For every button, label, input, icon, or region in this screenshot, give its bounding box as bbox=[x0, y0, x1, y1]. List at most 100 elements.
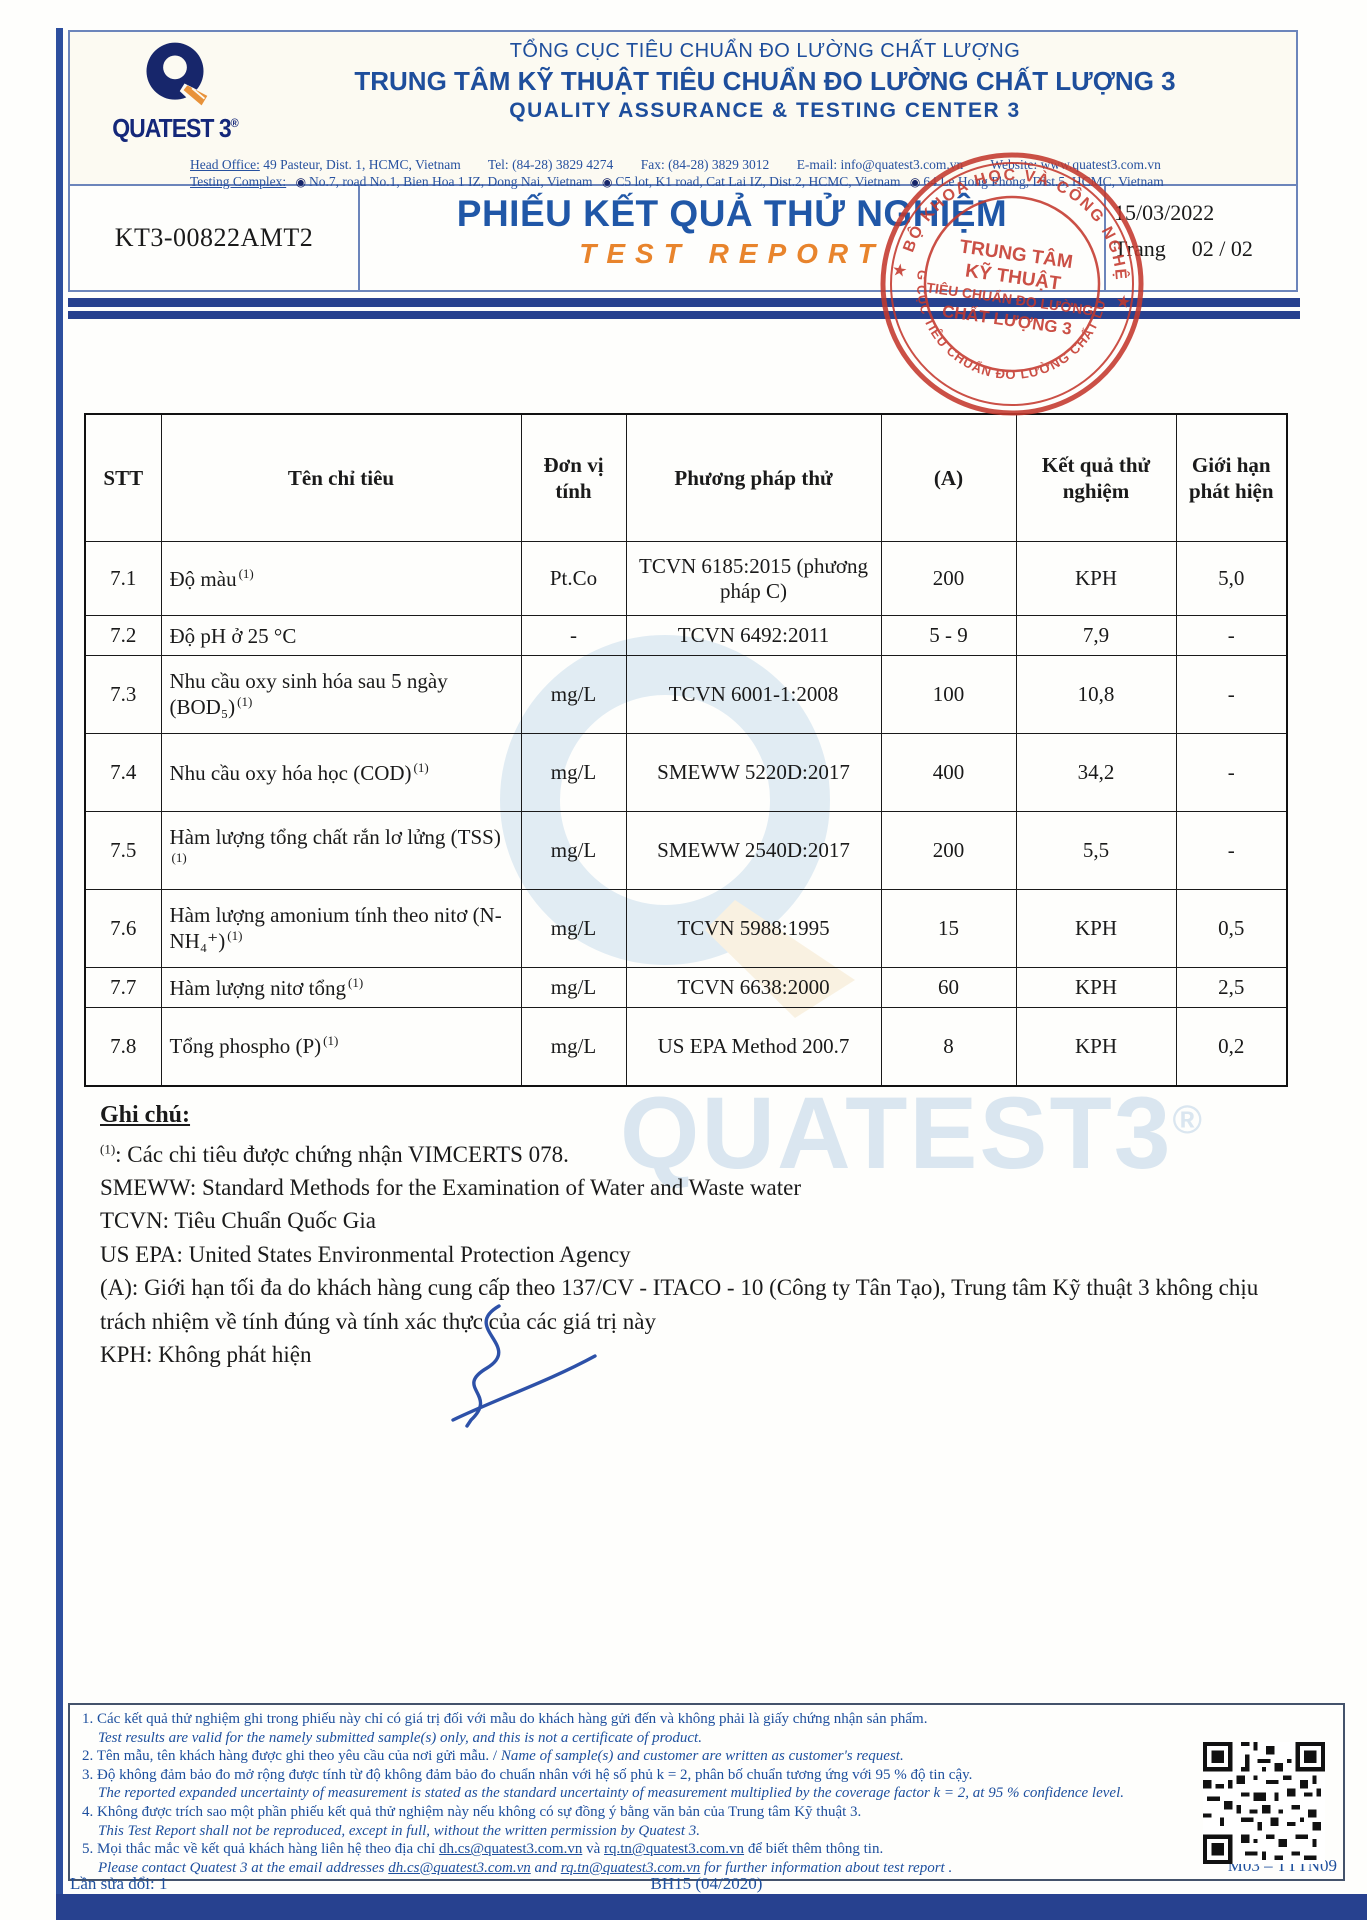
cell-stt: 7.7 bbox=[84, 967, 162, 1008]
head-office-label: Head Office: bbox=[190, 157, 260, 172]
notes-section: Ghi chú: (1): Các chi tiêu được chứng nh… bbox=[100, 1098, 1290, 1371]
note-line: SMEWW: Standard Methods for the Examinat… bbox=[100, 1175, 802, 1201]
cell-lod: - bbox=[1175, 615, 1288, 656]
cell-parameter: Hàm lượng nitơ tổng (1) bbox=[160, 967, 522, 1008]
cell-limit-a: 200 bbox=[880, 811, 1017, 890]
table-row: 7.5 Hàm lượng tổng chất rắn lơ lửng (TSS… bbox=[84, 811, 1288, 890]
testing-complex-label: Testing Complex: bbox=[190, 173, 287, 189]
email: E-mail: info@quatest3.com.vn bbox=[796, 157, 964, 172]
email-link[interactable]: dh.cs@quatest3.com.vn bbox=[388, 1859, 531, 1876]
cell-stt: 7.1 bbox=[84, 541, 162, 616]
table-header-row: STT Tên chỉ tiêu Đơn vị tính Phương pháp… bbox=[84, 413, 1288, 542]
cell-lod: - bbox=[1175, 655, 1288, 734]
cell-result: 34,2 bbox=[1015, 733, 1177, 812]
center-name-en: QUALITY ASSURANCE & TESTING CENTER 3 bbox=[509, 99, 1021, 122]
report-title-vi: PHIẾU KẾT QUẢ THỬ NGHIỆM bbox=[456, 193, 1008, 234]
cell-limit-a: 60 bbox=[880, 967, 1017, 1008]
table-row: 7.4 Nhu cầu oxy hóa học (COD) (1) mg/L SM… bbox=[84, 733, 1288, 812]
cell-parameter: Hàm lượng tổng chất rắn lơ lửng (TSS)(1) bbox=[160, 811, 522, 890]
form-code: BH15 (04/2020) bbox=[650, 1874, 763, 1893]
cell-unit: mg/L bbox=[520, 655, 627, 734]
cell-method: TCVN 6185:2015 (phương pháp C) bbox=[625, 541, 882, 616]
cell-unit: Pt.Co bbox=[520, 541, 627, 616]
cell-method: TCVN 6001-1:2008 bbox=[625, 655, 882, 734]
cell-result: KPH bbox=[1015, 889, 1177, 968]
cell-unit: mg/L bbox=[520, 733, 627, 812]
table-row: 7.1 Độ màu (1) Pt.Co TCVN 6185:2015 (phươ… bbox=[84, 541, 1288, 616]
cell-unit: mg/L bbox=[520, 1007, 627, 1086]
scan-left-edge bbox=[56, 28, 63, 1920]
cell-lod: - bbox=[1175, 733, 1288, 812]
tel: Tel: (84-28) 3829 4274 bbox=[487, 157, 614, 172]
cell-result: 5,5 bbox=[1015, 811, 1177, 890]
quatest3-logo-text: QUATEST 3® bbox=[112, 113, 239, 143]
handwritten-mark bbox=[451, 1304, 597, 1428]
table-row: 7.3 Nhu cầu oxy sinh hóa sau 5 ngày (BOD… bbox=[84, 655, 1288, 734]
table-row: 7.2 Độ pH ở 25 °C - TCVN 6492:2011 5 - 9… bbox=[84, 615, 1288, 656]
quatest3-logo-icon bbox=[146, 42, 210, 111]
cell-result: 7,9 bbox=[1015, 615, 1177, 656]
footer-item-3-vi: 3. Độ không đảm bảo đo mở rộng được tính… bbox=[82, 1766, 973, 1783]
cell-limit-a: 8 bbox=[880, 1007, 1017, 1086]
divider-bar bbox=[68, 311, 1300, 319]
cell-method: TCVN 6638:2000 bbox=[625, 967, 882, 1008]
footer-item-4-vi: 4. Không được trích sao một phần phiếu k… bbox=[82, 1803, 862, 1820]
cell-stt: 7.8 bbox=[84, 1007, 162, 1086]
report-date: 15/03/2022 bbox=[1114, 200, 1215, 225]
report-title: PHIẾU KẾT QUẢ THỬ NGHIỆM TEST REPORT bbox=[360, 186, 1104, 290]
col-stt: STT bbox=[84, 413, 162, 542]
cell-stt: 7.6 bbox=[84, 889, 162, 968]
col-unit: Đơn vị tính bbox=[520, 413, 627, 542]
cell-lod: 0,2 bbox=[1175, 1007, 1288, 1086]
cell-parameter: Độ pH ở 25 °C bbox=[160, 615, 522, 656]
footer-item-4-en: This Test Report shall not be reproduced… bbox=[98, 1822, 701, 1839]
page-number: 02 / 02 bbox=[1191, 236, 1253, 261]
cell-method: US EPA Method 200.7 bbox=[625, 1007, 882, 1086]
footer-item-5-en: Please contact Quatest 3 at the email ad… bbox=[98, 1859, 953, 1876]
cell-limit-a: 200 bbox=[880, 541, 1017, 616]
note-line: TCVN: Tiêu Chuẩn Quốc Gia bbox=[100, 1208, 376, 1234]
qr-code bbox=[1203, 1742, 1325, 1864]
letterhead: QUATEST 3® TỔNG CỤC TIÊU CHUẨN ĐO LƯỜNG … bbox=[68, 30, 1298, 189]
cell-lod: 2,5 bbox=[1175, 967, 1288, 1008]
cell-lod: 0,5 bbox=[1175, 889, 1288, 968]
cell-result: KPH bbox=[1015, 541, 1177, 616]
quatest3-logo: QUATEST 3® bbox=[110, 36, 240, 143]
cell-stt: 7.2 bbox=[84, 615, 162, 656]
cell-unit: mg/L bbox=[520, 967, 627, 1008]
cell-limit-a: 5 - 9 bbox=[880, 615, 1017, 656]
col-lod: Giới hạn phát hiện bbox=[1175, 413, 1288, 542]
col-parameter: Tên chỉ tiêu bbox=[160, 413, 522, 542]
footer-item-1-en: Test results are valid for the namely su… bbox=[98, 1729, 702, 1746]
table-row: 7.8 Tổng phospho (P) (1) mg/L US EPA Meth… bbox=[84, 1007, 1288, 1086]
col-limit-a: (A) bbox=[880, 413, 1017, 542]
footer-item-2: 2. Tên mẫu, tên khách hàng được ghi theo… bbox=[82, 1748, 904, 1765]
col-method: Phương pháp thử bbox=[625, 413, 882, 542]
table-row: 7.7 Hàm lượng nitơ tổng (1) mg/L TCVN 663… bbox=[84, 967, 1288, 1008]
revision-label: Lần sửa đổi: 1 bbox=[70, 1874, 168, 1893]
email-link[interactable]: rq.tn@quatest3.com.vn bbox=[560, 1859, 701, 1876]
col-result: Kết quả thử nghiệm bbox=[1015, 413, 1177, 542]
svg-text:CHẤT LƯỢNG 3: CHẤT LƯỢNG 3 bbox=[941, 302, 1073, 339]
footer-item-3-en: The reported expanded uncertainty of mea… bbox=[98, 1785, 1124, 1802]
cell-result: 10,8 bbox=[1015, 655, 1177, 734]
location-pin-icon: ◉ bbox=[601, 174, 613, 189]
email-link[interactable]: dh.cs@quatest3.com.vn bbox=[438, 1841, 583, 1858]
divider-bar bbox=[68, 298, 1300, 307]
head-office-line: Head Office: 49 Pasteur, Dist. 1, HCMC, … bbox=[190, 157, 1290, 174]
results-table: STT Tên chỉ tiêu Đơn vị tính Phương pháp… bbox=[84, 413, 1288, 1087]
fax: Fax: (84-28) 3829 3012 bbox=[640, 157, 770, 172]
cell-unit: mg/L bbox=[520, 889, 627, 968]
cell-limit-a: 100 bbox=[880, 655, 1017, 734]
cell-parameter: Nhu cầu oxy hóa học (COD) (1) bbox=[160, 733, 522, 812]
title-block: KT3-00822AMT2 PHIẾU KẾT QUẢ THỬ NGHIỆM T… bbox=[68, 186, 1298, 292]
cell-limit-a: 15 bbox=[880, 889, 1017, 968]
watermark-text: QUATEST3® bbox=[620, 1076, 1204, 1190]
cell-result: KPH bbox=[1015, 1007, 1177, 1086]
website: Website: www.quatest3.com.vn bbox=[990, 157, 1161, 172]
cell-unit: mg/L bbox=[520, 811, 627, 890]
note-line: (1): Các chi tiêu được chứng nhận VIMCER… bbox=[100, 1141, 569, 1167]
cell-lod: 5,0 bbox=[1175, 541, 1288, 616]
email-link[interactable]: rq.tn@quatest3.com.vn bbox=[604, 1841, 745, 1858]
cell-limit-a: 400 bbox=[880, 733, 1017, 812]
